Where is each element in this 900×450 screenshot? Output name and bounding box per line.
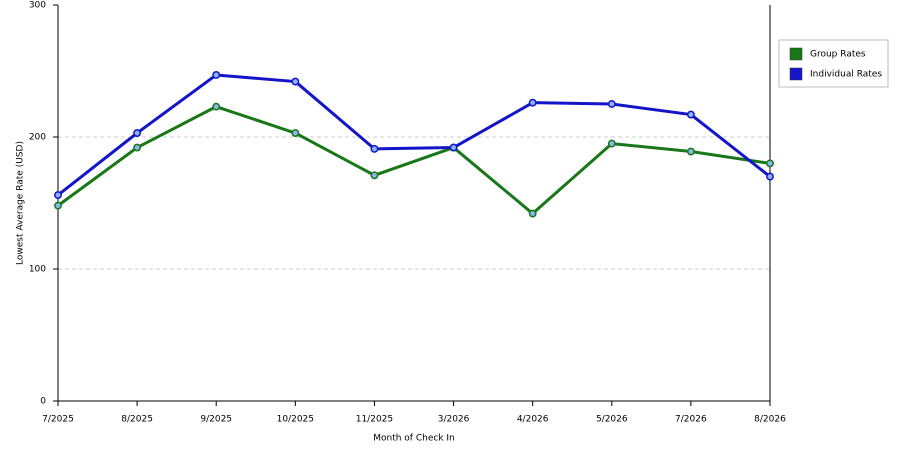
point (212, 102, 221, 111)
point (528, 98, 537, 107)
point (528, 209, 537, 218)
point (133, 143, 142, 152)
y-tick-label: 200 (29, 133, 46, 143)
legend-label: Group Rates (810, 50, 866, 60)
y-tick-label: 100 (29, 265, 46, 275)
point (54, 191, 62, 200)
point (54, 201, 62, 210)
legend-swatch (789, 67, 803, 81)
x-tick-label: 9/2025 (200, 415, 232, 425)
x-tick-label: 3/2026 (438, 415, 470, 425)
point (291, 129, 300, 137)
point (291, 77, 300, 86)
x-tick-label: 8/2026 (754, 415, 786, 425)
series-line (57, 105, 771, 216)
legend-swatch (789, 47, 803, 61)
x-tick-label: 10/2025 (277, 415, 314, 425)
x-tick-label: 7/2026 (675, 415, 707, 425)
y-tick-label: 300 (29, 1, 46, 11)
x-tick-label: 7/2025 (42, 415, 74, 425)
point (212, 71, 221, 79)
point (370, 171, 379, 180)
series-line (57, 73, 771, 197)
point (449, 143, 458, 152)
point (766, 159, 774, 168)
y-axis-label: Lowest Average Rate (USD) (16, 141, 26, 265)
x-axis-label: Month of Check In (373, 434, 455, 444)
x-tick-label: 4/2026 (517, 415, 549, 425)
legend-label: Individual Rates (810, 70, 882, 80)
point (607, 100, 616, 108)
x-tick-label: 5/2026 (596, 415, 628, 425)
x-tick-label: 8/2025 (121, 415, 153, 425)
x-tick-label: 11/2025 (356, 415, 393, 425)
y-tick-label: 0 (40, 397, 46, 407)
point (686, 147, 695, 156)
point (370, 144, 379, 153)
point (766, 172, 774, 181)
point (607, 139, 616, 148)
point (133, 129, 142, 137)
point (686, 110, 695, 119)
